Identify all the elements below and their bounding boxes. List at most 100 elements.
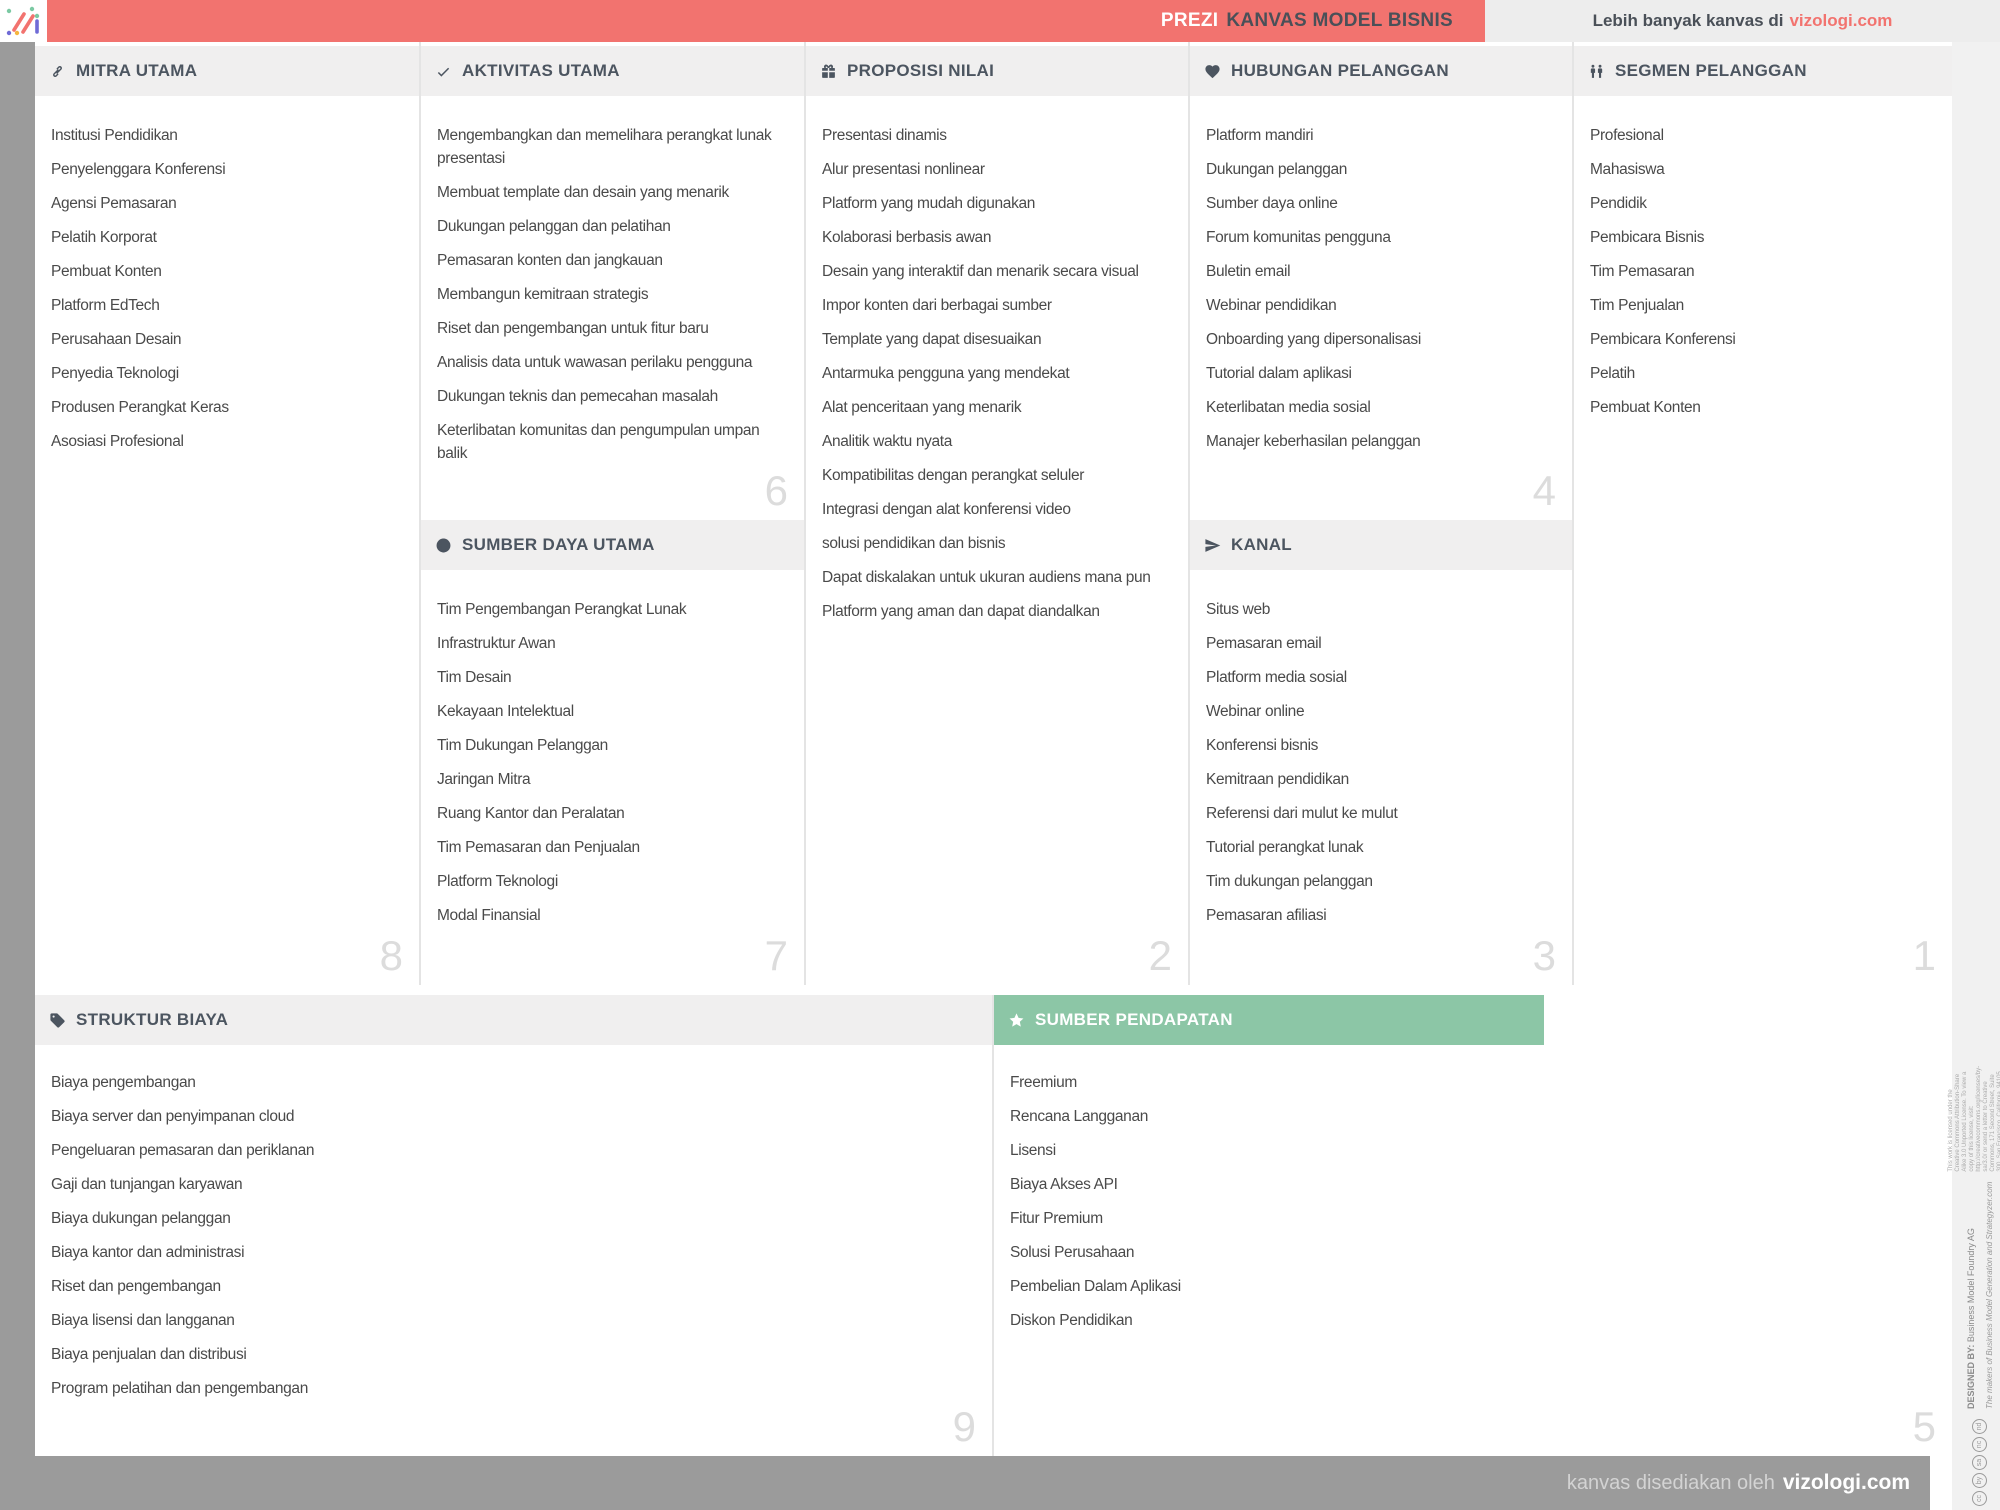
section-header: MITRA UTAMA	[35, 46, 419, 96]
list-item: Perusahaan Desain	[51, 331, 182, 348]
section-header: PROPOSISI NILAI	[806, 46, 1188, 96]
column-hubungan-kanal: HUBUNGAN PELANGGAN Platform mandiri Dukun…	[1190, 42, 1574, 985]
list-item: Kompatibilitas dengan perangkat seluler	[822, 467, 1085, 484]
section-number: 8	[379, 932, 403, 979]
list-item: Pembuat Konten	[1590, 399, 1701, 416]
list-item: Sumber daya online	[1206, 195, 1338, 212]
section-items: Mengembangkan dan memelihara perangkat l…	[421, 124, 804, 465]
canvas-bottom-row: STRUKTUR BIAYA Biaya pengembangan Biaya s…	[35, 995, 1952, 1456]
section-title: SUMBER PENDAPATAN	[1035, 1010, 1233, 1029]
section-items: Freemium Rencana Langganan Lisensi Biaya Ak…	[994, 1071, 1952, 1332]
column-mitra-utama: MITRA UTAMA Institusi Pendidikan Penyelen…	[35, 42, 421, 985]
list-item: Asosiasi Profesional	[51, 433, 184, 450]
paper-plane-icon	[1204, 537, 1221, 554]
list-item: Platform yang aman dan dapat diandalkan	[822, 603, 1100, 620]
section-title: STRUKTUR BIAYA	[76, 1010, 229, 1029]
section-sumber-pendapatan: SUMBER PENDAPATAN Freemium Rencana Langga…	[994, 995, 1952, 1456]
list-item: Tim dukungan pelanggan	[1206, 873, 1373, 890]
section-header: HUBUNGAN PELANGGAN	[1190, 46, 1572, 96]
section-header: SEGMEN PELANGGAN	[1574, 46, 1952, 96]
list-item: Tutorial perangkat lunak	[1206, 839, 1364, 856]
list-item: Biaya Akses API	[1010, 1176, 1118, 1193]
list-item: Profesional	[1590, 127, 1664, 144]
footer-bar: kanvas disediakan oleh vizologi.com	[0, 1456, 1930, 1510]
license-legal-text: This work is licensed under the Creative…	[1947, 1065, 2000, 1172]
footer-vizologi-link[interactable]: vizologi.com	[1782, 1471, 1910, 1494]
gift-icon	[820, 63, 837, 80]
check-icon	[435, 63, 452, 80]
people-icon	[1588, 63, 1605, 80]
section-title: SEGMEN PELANGGAN	[1615, 61, 1807, 80]
column-segmen-pelanggan: SEGMEN PELANGGAN Profesional Mahasiswa Pen…	[1574, 42, 1952, 985]
section-number: 6	[764, 467, 788, 514]
section-title: PROPOSISI NILAI	[847, 61, 995, 80]
section-header: AKTIVITAS UTAMA	[421, 46, 804, 96]
list-item: Modal Finansial	[437, 907, 541, 924]
designed-by-line: DESIGNED BY: Business Model Foundry AG	[1966, 1228, 1976, 1409]
list-item: Penyelenggara Konferensi	[51, 161, 226, 178]
globe-icon	[435, 537, 452, 554]
designed-by-label: DESIGNED BY:	[1966, 1344, 1976, 1409]
business-model-canvas: MITRA UTAMA Institusi Pendidikan Penyelen…	[35, 42, 1952, 1456]
list-item: Penyedia Teknologi	[51, 365, 179, 382]
left-margin-strip	[0, 42, 35, 1510]
list-item: Tim Pemasaran	[1590, 263, 1695, 280]
list-item: Platform yang mudah digunakan	[822, 195, 1036, 212]
list-item: Pembicara Konferensi	[1590, 331, 1736, 348]
section-number: 4	[1532, 467, 1556, 514]
list-item: Analisis data untuk wawasan perilaku pen…	[437, 354, 753, 371]
section-header: KANAL	[1190, 520, 1572, 570]
list-item: Pelatih	[1590, 365, 1635, 382]
footer-text: kanvas disediakan oleh	[1566, 1471, 1775, 1494]
vizologi-link[interactable]: vizologi.com	[1789, 11, 1893, 30]
list-item: Onboarding yang dipersonalisasi	[1206, 331, 1421, 348]
list-item: Buletin email	[1206, 263, 1291, 280]
section-kanal: KANAL Situs web Pemasaran email Platform m…	[1190, 520, 1572, 985]
list-item: Pemasaran email	[1206, 635, 1322, 652]
cc-icon: sa	[1971, 1455, 1987, 1470]
list-item: Forum komunitas pengguna	[1206, 229, 1391, 246]
list-item: Analitik waktu nyata	[822, 433, 952, 450]
list-item: Diskon Pendidikan	[1010, 1312, 1133, 1329]
list-item: Biaya dukungan pelanggan	[51, 1210, 231, 1227]
list-item: Tutorial dalam aplikasi	[1206, 365, 1352, 382]
section-items: Tim Pengembangan Perangkat Lunak Infrastr…	[421, 598, 804, 927]
list-item: Pelatih Korporat	[51, 229, 157, 246]
list-item: Rencana Langganan	[1010, 1108, 1148, 1125]
section-title: KANAL	[1231, 535, 1292, 554]
list-item: Platform mandiri	[1206, 127, 1314, 144]
company-name: PREZI	[1160, 10, 1219, 31]
list-item: Program pelatihan dan pengembangan	[51, 1380, 308, 1397]
list-item: Tim Desain	[437, 669, 512, 686]
list-item: Dukungan teknis dan pemecahan masalah	[437, 388, 718, 405]
list-item: Pengeluaran pemasaran dan periklanan	[51, 1142, 315, 1159]
heart-icon	[1204, 63, 1221, 80]
section-title: MITRA UTAMA	[76, 61, 198, 80]
list-item: Membuat template dan desain yang menarik	[437, 184, 729, 201]
section-hubungan-pelanggan: HUBUNGAN PELANGGAN Platform mandiri Dukun…	[1190, 42, 1572, 520]
section-title: AKTIVITAS UTAMA	[462, 61, 620, 80]
list-item: Alat penceritaan yang menarik	[822, 399, 1022, 416]
list-item: Freemium	[1010, 1074, 1077, 1091]
section-mitra-utama: MITRA UTAMA Institusi Pendidikan Penyelen…	[35, 42, 419, 985]
list-item: Template yang dapat disesuaikan	[822, 331, 1042, 348]
cc-icon: nc	[1971, 1437, 1987, 1452]
list-item: Tim Pemasaran dan Penjualan	[437, 839, 640, 856]
list-item: Gaji dan tunjangan karyawan	[51, 1176, 243, 1193]
tag-icon	[49, 1012, 66, 1029]
list-item: Keterlibatan komunitas dan pengumpulan u…	[437, 422, 760, 462]
section-items: Biaya pengembangan Biaya server dan penyi…	[35, 1071, 992, 1400]
section-header: STRUKTUR BIAYA	[35, 995, 992, 1045]
list-item: Pemasaran konten dan jangkauan	[437, 252, 663, 269]
designed-by-name: Business Model Foundry AG	[1966, 1228, 1976, 1343]
makers-line: The makers of Business Model Generation …	[1985, 1181, 1994, 1409]
section-aktivitas-utama: AKTIVITAS UTAMA Mengembangkan dan memeli…	[421, 42, 804, 520]
list-item: Biaya pengembangan	[51, 1074, 196, 1091]
page-title: KANVAS MODEL BISNIS	[1226, 10, 1453, 31]
canvas-top-row: MITRA UTAMA Institusi Pendidikan Penyelen…	[35, 42, 1952, 985]
list-item: Dukungan pelanggan	[1206, 161, 1348, 178]
list-item: Tim Penjualan	[1590, 297, 1684, 314]
list-item: Solusi Perusahaan	[1010, 1244, 1135, 1261]
section-segmen-pelanggan: SEGMEN PELANGGAN Profesional Mahasiswa Pen…	[1574, 42, 1952, 985]
column-proposisi-nilai: PROPOSISI NILAI Presentasi dinamis Alur p…	[806, 42, 1190, 985]
